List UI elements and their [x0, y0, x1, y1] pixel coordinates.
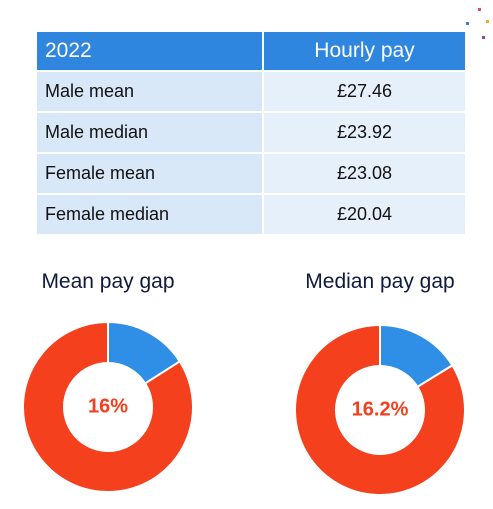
cell: Female median [37, 195, 262, 234]
chart-title: Mean pay gap [41, 270, 174, 293]
cell: £20.04 [264, 195, 465, 234]
row: Male median £23.92 [37, 113, 465, 152]
cell: £23.08 [264, 154, 465, 193]
header-row: 2022 Hourly pay [37, 32, 465, 70]
donut-segment [294, 323, 466, 496]
decor-dot [466, 22, 469, 25]
header-cell: 2022 [37, 32, 262, 70]
row: Female median £20.04 [37, 195, 465, 234]
cell: Male mean [37, 72, 262, 111]
center-label: 16% [88, 395, 128, 417]
cell: Male median [37, 113, 262, 152]
cell: £27.46 [264, 72, 465, 111]
donut-segment [22, 320, 194, 493]
header-cell: Hourly pay [264, 32, 465, 70]
charts: Mean pay gap 16% Median pay gap 16.2% [22, 270, 466, 496]
decor-dot [482, 36, 485, 39]
chart-title: Median pay gap [305, 270, 454, 293]
cell: Female mean [37, 154, 262, 193]
decor-dot [478, 8, 481, 11]
decor-dot [486, 20, 489, 23]
row: Male mean £27.46 [37, 72, 465, 111]
cell: £23.92 [264, 113, 465, 152]
pay-table: 2022 Hourly pay Male mean £27.46 Male me… [35, 30, 467, 236]
center-label: 16.2% [352, 398, 409, 420]
row: Female mean £23.08 [37, 154, 465, 193]
